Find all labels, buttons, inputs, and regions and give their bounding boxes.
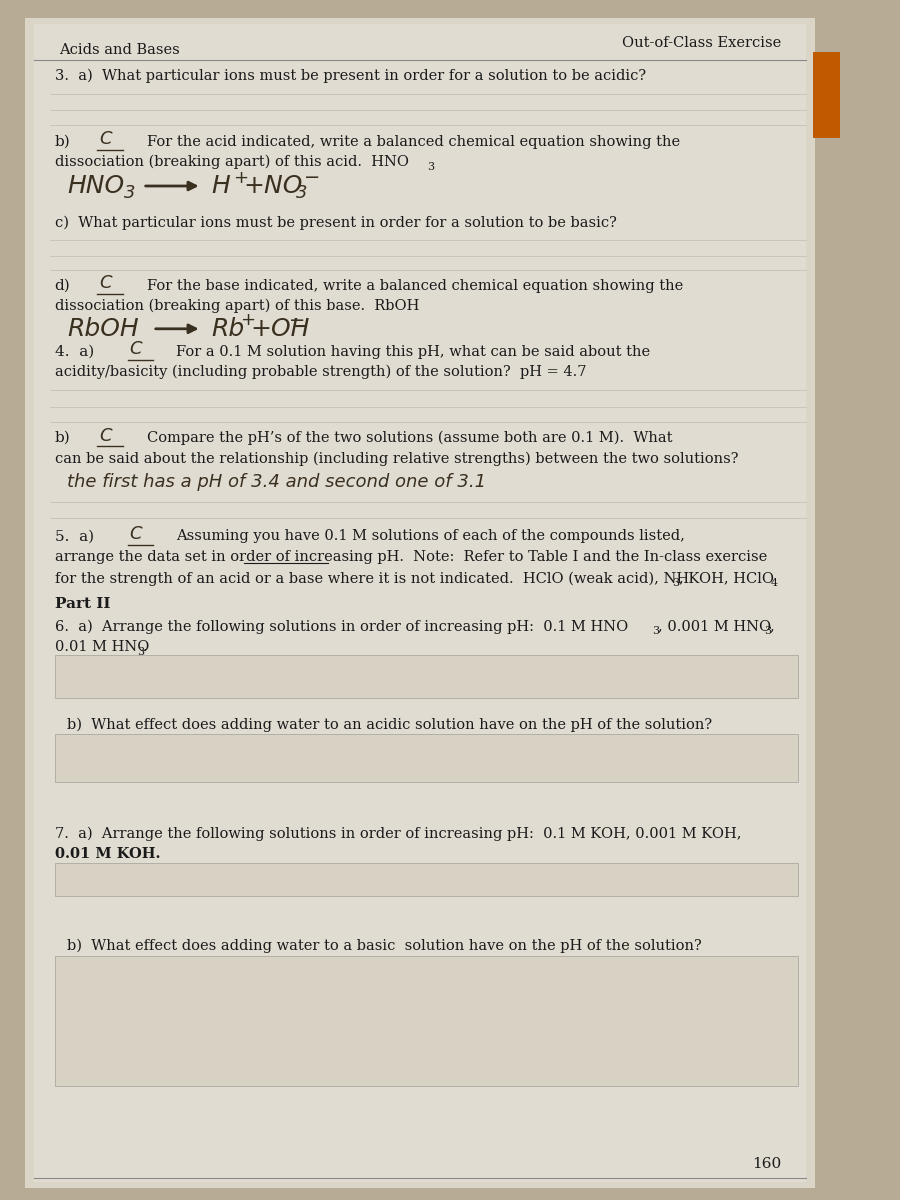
Text: 4: 4 — [771, 578, 778, 588]
Text: dissociation (breaking apart) of this base.  RbOH: dissociation (breaking apart) of this ba… — [55, 299, 419, 313]
Text: C: C — [130, 524, 142, 542]
Text: arrange the data set in order of increasing pH.  Note:  Refer to Table I and the: arrange the data set in order of increas… — [55, 550, 767, 564]
FancyBboxPatch shape — [33, 24, 806, 1182]
Text: 160: 160 — [752, 1157, 781, 1171]
Text: RbOH: RbOH — [68, 317, 139, 341]
FancyBboxPatch shape — [55, 734, 798, 782]
Text: Out-of-Class Exercise: Out-of-Class Exercise — [622, 36, 781, 50]
Text: 5.  a): 5. a) — [55, 529, 94, 544]
Text: d): d) — [55, 278, 70, 293]
Text: 3: 3 — [124, 184, 136, 202]
Text: +NO: +NO — [244, 174, 303, 198]
Text: C: C — [99, 274, 112, 292]
Text: Assuming you have 0.1 M solutions of each of the compounds listed,: Assuming you have 0.1 M solutions of eac… — [176, 529, 685, 544]
FancyBboxPatch shape — [813, 52, 840, 138]
Text: H: H — [212, 174, 230, 198]
Text: 3: 3 — [652, 626, 660, 636]
FancyBboxPatch shape — [55, 655, 798, 698]
Text: Part II: Part II — [55, 596, 110, 611]
Text: For the base indicated, write a balanced chemical equation showing the: For the base indicated, write a balanced… — [147, 278, 683, 293]
Text: can be said about the relationship (including relative strengths) between the tw: can be said about the relationship (incl… — [55, 451, 738, 466]
Text: 3: 3 — [672, 578, 680, 588]
Text: c)  What particular ions must be present in order for a solution to be basic?: c) What particular ions must be present … — [55, 216, 617, 230]
Text: HNO: HNO — [68, 174, 124, 198]
Text: .: . — [143, 640, 148, 654]
Text: For a 0.1 M solution having this pH, what can be said about the: For a 0.1 M solution having this pH, wha… — [176, 344, 651, 359]
Text: b)  What effect does adding water to a basic  solution have on the pH of the sol: b) What effect does adding water to a ba… — [68, 938, 702, 953]
Text: Rb: Rb — [212, 317, 245, 341]
Text: 6.  a)  Arrange the following solutions in order of increasing pH:  0.1 M HNO: 6. a) Arrange the following solutions in… — [55, 619, 628, 634]
Text: C: C — [130, 341, 142, 358]
Text: −: − — [304, 168, 320, 187]
Text: Compare the pH’s of the two solutions (assume both are 0.1 M).  What: Compare the pH’s of the two solutions (a… — [147, 431, 672, 445]
Text: 3: 3 — [137, 647, 144, 656]
Text: For the acid indicated, write a balanced chemical equation showing the: For the acid indicated, write a balanced… — [147, 134, 680, 149]
Text: 0.01 M KOH.: 0.01 M KOH. — [55, 847, 160, 862]
Text: b): b) — [55, 134, 70, 149]
Text: 3: 3 — [428, 162, 435, 172]
Text: +: + — [240, 311, 256, 329]
Text: 7.  a)  Arrange the following solutions in order of increasing pH:  0.1 M KOH, 0: 7. a) Arrange the following solutions in… — [55, 827, 741, 841]
Text: +: + — [233, 168, 248, 186]
Text: +OH: +OH — [250, 317, 310, 341]
Text: −: − — [289, 311, 305, 330]
Text: Acids and Bases: Acids and Bases — [58, 43, 179, 58]
Text: b): b) — [55, 431, 70, 445]
Text: C: C — [99, 426, 112, 444]
Text: 4.  a): 4. a) — [55, 344, 94, 359]
Text: ,: , — [770, 619, 774, 634]
FancyBboxPatch shape — [25, 18, 814, 1188]
FancyBboxPatch shape — [55, 863, 798, 896]
Text: 3: 3 — [295, 184, 307, 202]
Text: dissociation (breaking apart) of this acid.  HNO: dissociation (breaking apart) of this ac… — [55, 155, 409, 169]
Text: , KOH, HClO: , KOH, HClO — [679, 571, 774, 586]
Text: 3: 3 — [764, 626, 771, 636]
Text: 0.01 M HNO: 0.01 M HNO — [55, 640, 149, 654]
Text: the first has a pH of 3.4 and second one of 3.1: the first has a pH of 3.4 and second one… — [68, 473, 486, 492]
Text: for the strength of an acid or a base where it is not indicated.  HClO (weak aci: for the strength of an acid or a base wh… — [55, 571, 688, 586]
Text: , 0.001 M HNO: , 0.001 M HNO — [659, 619, 771, 634]
Text: C: C — [99, 130, 112, 148]
Text: 3.  a)  What particular ions must be present in order for a solution to be acidi: 3. a) What particular ions must be prese… — [55, 68, 645, 83]
Text: b)  What effect does adding water to an acidic solution have on the pH of the so: b) What effect does adding water to an a… — [68, 718, 712, 732]
FancyBboxPatch shape — [55, 956, 798, 1086]
Text: acidity/basicity (including probable strength) of the solution?  pH = 4.7: acidity/basicity (including probable str… — [55, 365, 586, 379]
